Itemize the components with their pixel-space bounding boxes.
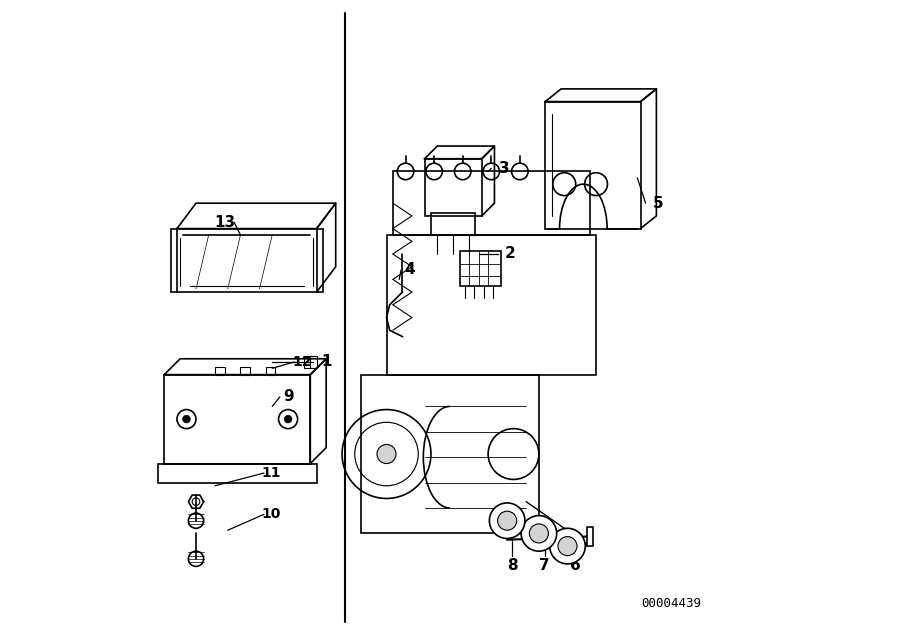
Text: 9: 9	[283, 389, 293, 404]
Bar	[431, 213, 475, 235]
Text: 1: 1	[321, 354, 331, 370]
Bar	[164, 375, 310, 464]
Circle shape	[377, 444, 396, 464]
Bar	[425, 159, 482, 216]
Polygon shape	[587, 527, 593, 546]
Text: 3: 3	[499, 161, 509, 176]
Circle shape	[498, 511, 517, 530]
Text: 13: 13	[214, 215, 235, 230]
Text: 4: 4	[405, 262, 415, 277]
Text: 00004439: 00004439	[641, 597, 701, 610]
Circle shape	[183, 415, 190, 423]
Text: 8: 8	[507, 558, 517, 573]
Bar	[386, 235, 596, 375]
Bar	[545, 102, 641, 229]
Bar	[266, 367, 275, 375]
Circle shape	[558, 537, 577, 556]
Text: 11: 11	[261, 466, 281, 480]
Circle shape	[550, 528, 585, 564]
Text: 2: 2	[505, 246, 516, 262]
Bar	[361, 375, 539, 533]
Bar	[392, 171, 590, 235]
Bar	[304, 356, 317, 368]
Circle shape	[521, 516, 557, 551]
Circle shape	[529, 524, 548, 543]
Bar	[215, 367, 225, 375]
Bar	[158, 464, 317, 483]
Text: 6: 6	[570, 558, 580, 573]
Bar	[460, 251, 500, 286]
Circle shape	[284, 415, 292, 423]
Text: 7: 7	[539, 558, 550, 573]
Text: 5: 5	[653, 196, 663, 211]
Circle shape	[490, 503, 525, 538]
Text: 10: 10	[261, 507, 281, 521]
Text: 12: 12	[292, 355, 312, 369]
Bar	[240, 367, 250, 375]
